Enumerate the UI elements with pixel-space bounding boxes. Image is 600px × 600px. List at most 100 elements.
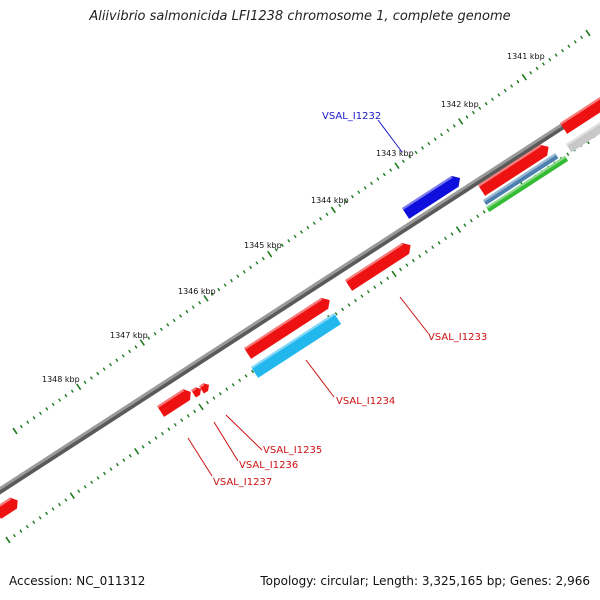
gene-features bbox=[0, 93, 600, 519]
minor-tick bbox=[148, 440, 152, 445]
leader-vsal-i1237 bbox=[187, 437, 213, 477]
minor-tick bbox=[115, 462, 119, 467]
gene-vsal-i1232 bbox=[402, 175, 461, 219]
minor-tick bbox=[238, 378, 242, 383]
major-tick bbox=[391, 270, 397, 278]
minor-tick bbox=[478, 106, 482, 110]
minor-tick bbox=[12, 533, 16, 538]
minor-tick bbox=[90, 480, 94, 485]
leader-vsal-i1234 bbox=[305, 359, 335, 398]
major-tick bbox=[5, 536, 11, 544]
minor-tick bbox=[516, 79, 520, 84]
minor-tick bbox=[293, 234, 297, 239]
minor-tick bbox=[83, 380, 87, 385]
backbone bbox=[0, 98, 600, 491]
minor-tick bbox=[229, 278, 233, 283]
major-tick bbox=[330, 206, 336, 214]
minor-tick bbox=[102, 367, 106, 371]
minor-tick bbox=[122, 458, 126, 462]
tick-label-1347: 1347 kbp bbox=[110, 331, 148, 340]
minor-tick bbox=[554, 53, 558, 57]
minor-tick bbox=[287, 239, 291, 243]
minor-tick bbox=[32, 416, 36, 420]
minor-tick bbox=[433, 137, 437, 141]
minor-tick bbox=[38, 516, 42, 520]
leader-vsal-i1235 bbox=[225, 414, 263, 451]
minor-tick bbox=[399, 267, 403, 272]
minor-tick bbox=[437, 241, 441, 245]
map-title: Aliivibrio salmonicida LFI1238 chromosom… bbox=[89, 9, 511, 24]
genome-summary-text: Topology: circular; Length: 3,325,165 bp… bbox=[260, 574, 590, 588]
minor-tick bbox=[414, 150, 418, 155]
minor-tick bbox=[491, 97, 494, 102]
minor-tick bbox=[198, 301, 202, 305]
minor-tick bbox=[280, 243, 284, 247]
cds-vsal-i1234 bbox=[251, 313, 342, 378]
label-vsal-i1237: VSAL_I1237 bbox=[213, 477, 272, 488]
minor-tick bbox=[306, 225, 310, 230]
minor-tick bbox=[405, 263, 409, 267]
leader-vsal-i1232 bbox=[377, 119, 403, 153]
label-vsal-i1235: VSAL_I1235 bbox=[263, 445, 322, 456]
minor-tick bbox=[463, 223, 467, 227]
minor-tick bbox=[249, 265, 253, 270]
major-tick bbox=[76, 383, 82, 391]
minor-tick bbox=[109, 467, 113, 471]
minor-tick bbox=[51, 402, 55, 407]
minor-tick bbox=[45, 407, 49, 411]
cds-grey bbox=[566, 116, 600, 153]
minor-tick bbox=[153, 331, 157, 336]
minor-tick bbox=[389, 168, 393, 172]
minor-tick bbox=[185, 309, 189, 314]
label-vsal-i1233: VSAL_I1233 bbox=[428, 332, 487, 343]
major-tick bbox=[12, 427, 18, 435]
minor-tick bbox=[386, 276, 390, 281]
minor-tick bbox=[541, 62, 545, 66]
major-tick bbox=[458, 118, 464, 125]
minor-tick bbox=[191, 305, 195, 309]
tick-label-1348: 1348 kbp bbox=[42, 375, 80, 384]
outer-tick-ring bbox=[12, 29, 591, 435]
minor-tick bbox=[580, 35, 584, 40]
minor-tick bbox=[26, 420, 30, 424]
minor-tick bbox=[312, 221, 316, 225]
minor-tick bbox=[115, 358, 119, 362]
minor-tick bbox=[444, 236, 448, 241]
minor-tick bbox=[548, 57, 552, 62]
gene-upper-right-2 bbox=[560, 93, 600, 134]
minor-tick bbox=[160, 431, 164, 436]
major-tick bbox=[69, 492, 75, 499]
minor-tick bbox=[64, 498, 68, 502]
minor-tick bbox=[141, 445, 145, 449]
minor-tick bbox=[19, 424, 23, 429]
minor-tick bbox=[341, 307, 345, 312]
minor-tick bbox=[370, 181, 374, 186]
minor-tick bbox=[242, 270, 246, 274]
minor-tick bbox=[440, 132, 444, 137]
minor-tick bbox=[567, 44, 571, 48]
gene-vsal-i1236 bbox=[191, 387, 201, 398]
minor-tick bbox=[89, 376, 93, 380]
minor-tick bbox=[471, 110, 475, 115]
major-tick bbox=[134, 447, 140, 455]
minor-tick bbox=[179, 314, 183, 318]
minor-tick bbox=[300, 230, 303, 234]
major-tick bbox=[198, 403, 204, 411]
minor-tick bbox=[420, 146, 424, 150]
minor-tick bbox=[225, 387, 229, 391]
minor-tick bbox=[347, 303, 351, 307]
label-vsal-i1234: VSAL_I1234 bbox=[336, 396, 395, 407]
minor-tick bbox=[32, 520, 36, 524]
minor-tick bbox=[77, 489, 81, 493]
minor-tick bbox=[166, 323, 170, 327]
major-tick bbox=[521, 73, 527, 81]
tick-label-1344: 1344 kbp bbox=[311, 196, 349, 205]
minor-tick bbox=[510, 84, 514, 88]
minor-tick bbox=[128, 349, 132, 354]
gene-vsal-i1234 bbox=[244, 297, 330, 359]
major-tick bbox=[139, 339, 145, 346]
minor-tick bbox=[19, 529, 23, 533]
minor-tick bbox=[236, 274, 240, 278]
minor-tick bbox=[427, 141, 431, 146]
